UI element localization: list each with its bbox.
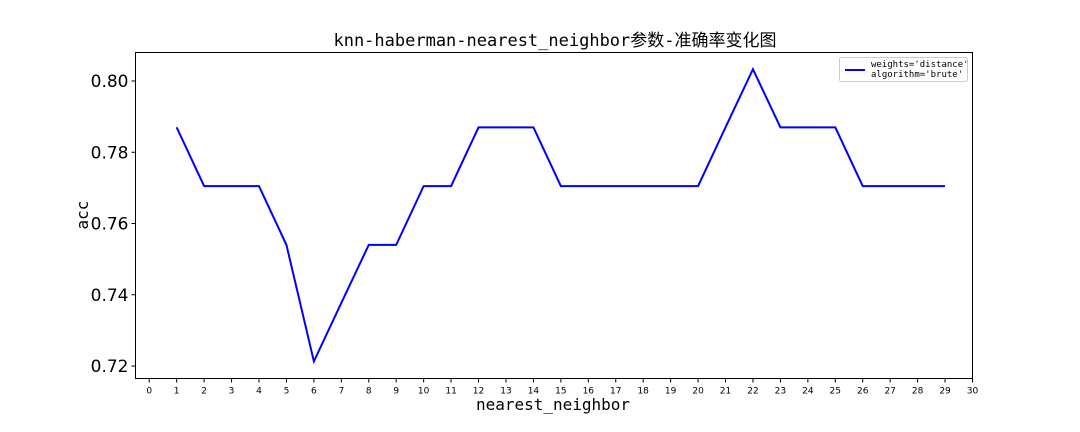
x-tick-label: 22 bbox=[747, 387, 758, 397]
x-axis-label: nearest_neighbor bbox=[476, 395, 630, 414]
x-tick-label: 15 bbox=[555, 387, 566, 397]
series-line bbox=[175, 66, 946, 365]
plot-area bbox=[135, 52, 973, 379]
legend-line-1: weights='distance' bbox=[871, 60, 969, 70]
legend-line-2: algorithm='brute' bbox=[871, 70, 963, 80]
plot-frame bbox=[135, 52, 973, 379]
x-tick-label: 29 bbox=[939, 387, 951, 397]
x-tick-label: 4 bbox=[256, 387, 262, 397]
x-tick-label: 16 bbox=[583, 387, 595, 397]
y-tick-label: 0.76 bbox=[91, 215, 129, 235]
y-tick-label: 0.78 bbox=[91, 143, 129, 163]
x-tick-label: 21 bbox=[720, 387, 731, 397]
x-tick-label: 25 bbox=[830, 387, 841, 397]
x-tick-label: 7 bbox=[338, 387, 344, 397]
x-tick-label: 19 bbox=[665, 387, 677, 397]
legend: weights='distance' algorithm='brute' bbox=[839, 57, 969, 82]
series-layer bbox=[175, 66, 946, 365]
x-tick-label: 24 bbox=[802, 387, 814, 397]
x-tick-label: 12 bbox=[473, 387, 484, 397]
x-tick-label: 1 bbox=[174, 387, 180, 397]
x-tick-label: 30 bbox=[967, 387, 979, 397]
y-tick-label: 0.80 bbox=[91, 72, 129, 92]
x-tick-label: 14 bbox=[528, 387, 540, 397]
x-tick-label: 0 bbox=[146, 387, 152, 397]
chart-title: knn-haberman-nearest_neighbor参数-准确率变化图 bbox=[333, 31, 776, 51]
x-tick-label: 26 bbox=[857, 387, 869, 397]
y-axis-ticks: 0.72 0.74 0.76 0.78 0.80 bbox=[91, 72, 136, 377]
x-tick-label: 27 bbox=[884, 387, 895, 397]
x-tick-label: 6 bbox=[311, 387, 317, 397]
x-tick-label: 20 bbox=[692, 387, 704, 397]
x-tick-label: 9 bbox=[393, 387, 399, 397]
x-tick-label: 10 bbox=[418, 387, 430, 397]
x-tick-label: 8 bbox=[366, 387, 372, 397]
y-tick-label: 0.74 bbox=[91, 286, 129, 306]
x-tick-label: 18 bbox=[637, 387, 649, 397]
x-tick-label: 2 bbox=[201, 387, 207, 397]
x-tick-label: 17 bbox=[610, 387, 621, 397]
x-axis-ticks: 0 1 2 3 4 5 6 7 8 9 10 11 12 13 14 15 16 17 18 19 20 21 22 23 24… bbox=[146, 378, 979, 397]
x-tick-label: 13 bbox=[500, 387, 511, 397]
y-tick-label: 0.72 bbox=[91, 357, 129, 377]
legend-box bbox=[839, 57, 968, 82]
x-tick-label: 5 bbox=[284, 387, 290, 397]
x-tick-label: 11 bbox=[445, 387, 456, 397]
x-tick-label: 3 bbox=[229, 387, 235, 397]
x-tick-label: 28 bbox=[912, 387, 924, 397]
x-tick-label: 23 bbox=[775, 387, 786, 397]
y-axis-label: acc bbox=[73, 201, 92, 230]
